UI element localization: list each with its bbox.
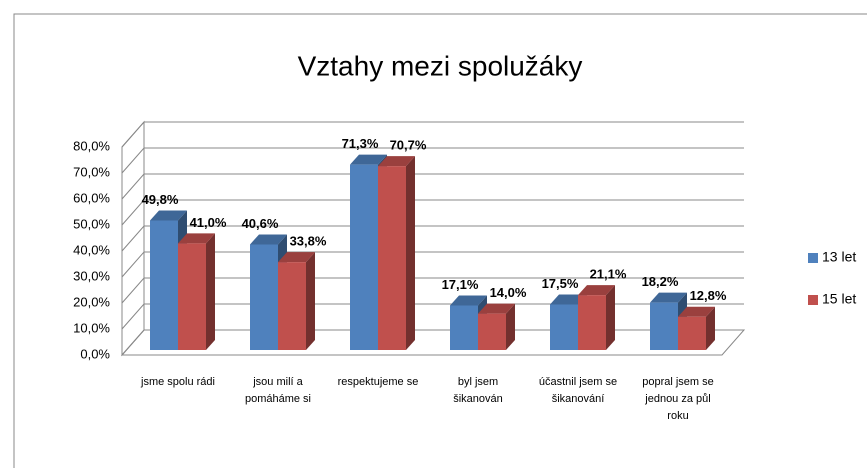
grid-line bbox=[121, 303, 744, 330]
legend-label: 13 let bbox=[822, 249, 856, 265]
bar-face bbox=[278, 252, 315, 263]
bar-face bbox=[550, 294, 587, 305]
x-tick-label: byl jsem šikanován bbox=[453, 376, 503, 405]
grid-line bbox=[121, 121, 744, 148]
grid-line bbox=[121, 225, 744, 252]
x-tick-label: jsme spolu rádi bbox=[141, 376, 215, 388]
bar-face bbox=[278, 262, 306, 350]
bar-face bbox=[250, 244, 278, 350]
bar-face bbox=[250, 234, 287, 245]
bar-face bbox=[678, 316, 706, 350]
bar-face bbox=[378, 166, 406, 350]
legend-swatch bbox=[808, 253, 818, 263]
grid-line bbox=[121, 173, 744, 200]
data-label: 18,2% bbox=[642, 274, 679, 289]
bar-face bbox=[450, 295, 487, 306]
bar-face bbox=[178, 243, 206, 350]
grid-line bbox=[121, 329, 744, 356]
y-tick-label: 80,0% bbox=[73, 138, 110, 153]
y-tick-label: 30,0% bbox=[73, 268, 110, 283]
bar-face bbox=[478, 313, 506, 350]
grid-line bbox=[121, 251, 744, 278]
bar-face bbox=[650, 302, 678, 350]
bar-face bbox=[550, 304, 578, 350]
bar bbox=[178, 233, 215, 350]
data-label: 17,5% bbox=[542, 276, 579, 291]
x-tick-label: respektujeme se bbox=[337, 376, 419, 388]
bar bbox=[678, 306, 715, 350]
bar-face bbox=[178, 233, 215, 244]
grid-line bbox=[121, 199, 744, 226]
data-label: 41,0% bbox=[190, 215, 227, 230]
grid-line bbox=[121, 277, 744, 304]
bar-face bbox=[506, 303, 515, 350]
grid-line bbox=[121, 147, 744, 174]
y-tick-label: 10,0% bbox=[73, 320, 110, 335]
bar-face bbox=[150, 220, 178, 350]
bar-face bbox=[450, 305, 478, 350]
bar-face bbox=[378, 156, 415, 167]
bar-face bbox=[350, 154, 387, 165]
y-tick-label: 20,0% bbox=[73, 294, 110, 309]
x-tick-label: jsou milí a pomáháme si bbox=[244, 376, 312, 405]
chart-title: Vztahy mezi spolužáky bbox=[298, 50, 583, 81]
legend-label: 15 let bbox=[822, 291, 856, 307]
bar-face bbox=[350, 164, 378, 350]
bar bbox=[378, 156, 415, 350]
data-label: 40,6% bbox=[242, 216, 279, 231]
data-label: 33,8% bbox=[290, 234, 327, 249]
x-tick-label: účastnil jsem se šikanování bbox=[538, 376, 618, 405]
bar bbox=[278, 252, 315, 350]
bar-face bbox=[606, 285, 615, 350]
y-tick-label: 0,0% bbox=[80, 346, 110, 361]
y-tick-label: 40,0% bbox=[73, 242, 110, 257]
bar-face bbox=[578, 295, 606, 350]
bar-face bbox=[578, 285, 615, 296]
bar-face bbox=[678, 306, 715, 317]
data-label: 21,1% bbox=[590, 267, 627, 282]
data-label: 12,8% bbox=[690, 288, 727, 303]
bar-face bbox=[406, 156, 415, 350]
x-tick-label: popral jsem se jednou za půl roku bbox=[642, 376, 714, 422]
data-label: 70,7% bbox=[390, 138, 427, 153]
y-tick-label: 50,0% bbox=[73, 216, 110, 231]
bar-face bbox=[650, 292, 687, 303]
y-tick-label: 70,0% bbox=[73, 164, 110, 179]
data-label: 17,1% bbox=[442, 277, 479, 292]
bar-face bbox=[206, 233, 215, 350]
data-label: 71,3% bbox=[342, 136, 379, 151]
bar bbox=[478, 303, 515, 350]
bar bbox=[578, 285, 615, 350]
bar-face bbox=[306, 252, 315, 350]
data-label: 14,0% bbox=[490, 285, 527, 300]
bar-face bbox=[150, 210, 187, 221]
legend-swatch bbox=[808, 295, 818, 305]
y-tick-label: 60,0% bbox=[73, 190, 110, 205]
bar-face bbox=[478, 303, 515, 314]
bar-face bbox=[706, 306, 715, 350]
data-label: 49,8% bbox=[142, 192, 179, 207]
